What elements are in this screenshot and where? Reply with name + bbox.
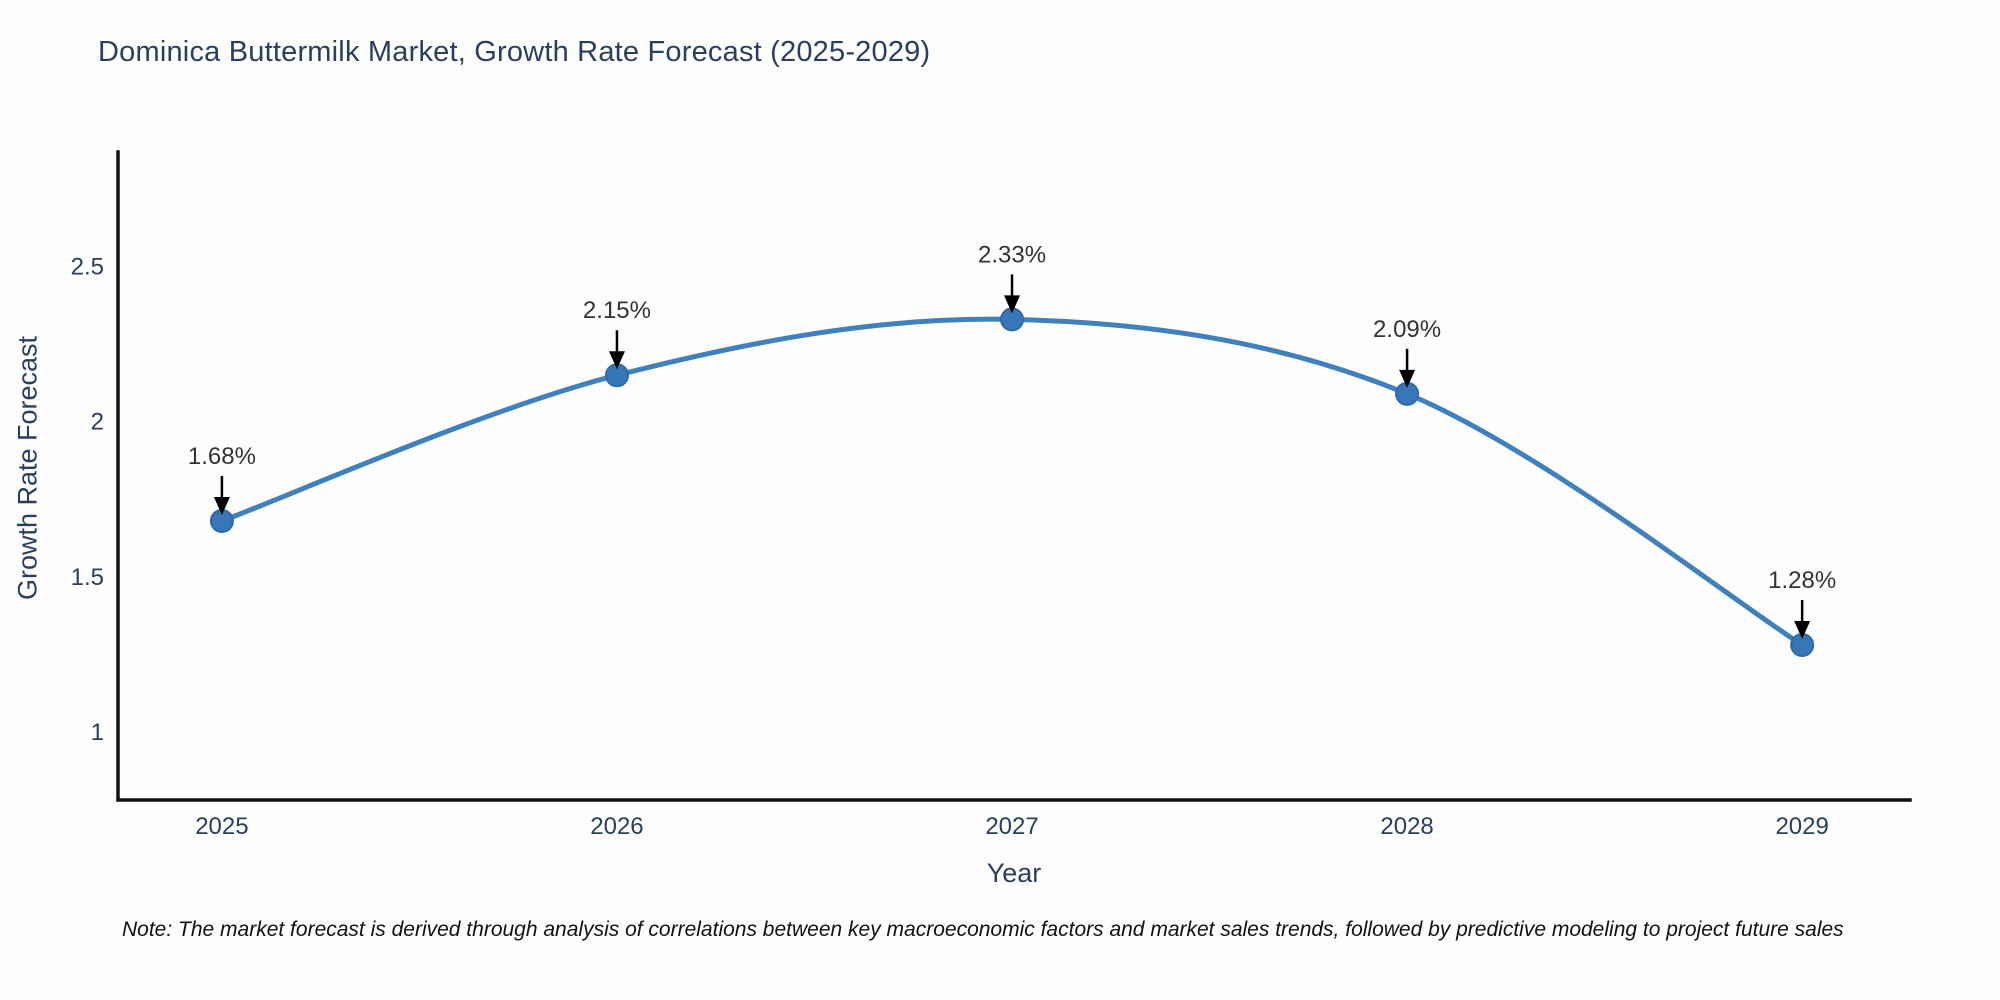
trend-line (219, 316, 1805, 648)
data-point-label: 2.33% (978, 241, 1046, 268)
axis-lines (116, 150, 1912, 802)
data-point-label: 1.28% (1768, 567, 1836, 594)
data-point-label: 2.15% (583, 297, 651, 324)
annotation-arrowhead-icon (1794, 620, 1811, 639)
data-point-label: 2.09% (1373, 316, 1441, 343)
y-tick-label: 2.5 (71, 254, 104, 281)
annotation-arrowhead-icon (1004, 295, 1021, 314)
annotation-arrowhead-icon (1399, 369, 1416, 388)
x-tick-label: 2025 (195, 813, 248, 840)
y-tick-label: 1 (91, 719, 104, 746)
annotation-arrowhead-icon (608, 351, 625, 370)
chart-title: Dominica Buttermilk Market, Growth Rate … (98, 36, 931, 68)
x-tick-label: 2028 (1380, 813, 1433, 840)
x-axis-title: Year (986, 858, 1042, 888)
x-tick-label: 2026 (590, 813, 643, 840)
y-tick-label: 2 (91, 409, 104, 436)
y-tick-label: 1.5 (71, 564, 104, 591)
footnote-text: Note: The market forecast is derived thr… (122, 918, 1844, 941)
x-tick-label: 2027 (985, 813, 1038, 840)
data-point-label: 1.68% (188, 443, 256, 470)
x-tick-label: 2029 (1775, 813, 1828, 840)
annotation-arrowhead-icon (213, 496, 230, 515)
